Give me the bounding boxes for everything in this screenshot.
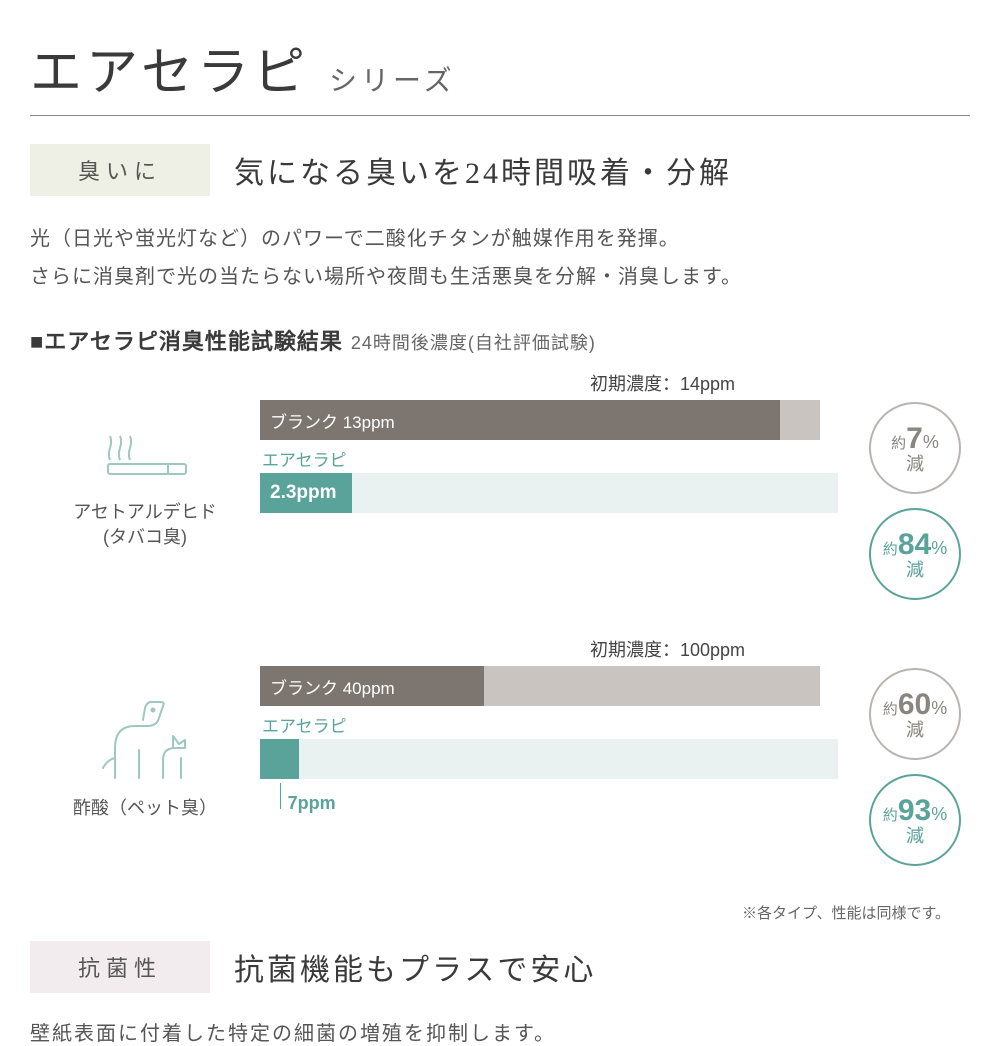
chart-row: 酢酸（ペット臭）ブランク 40ppmエアセラピ 7ppm約60%減約93%減 (30, 666, 970, 866)
body-line-1: 光（日光や蛍光灯など）のパワーで二酸化チタンが触媒作用を発揮。 (30, 220, 970, 258)
badge-top-row: 約93% (883, 794, 947, 827)
chart-group-acetaldehyde: 初期濃度：14ppm アセトアルデヒド(タバコ臭) ブランク 13ppm エアセラピ… (30, 370, 970, 600)
reduction-badge-gray: 約60%減 (869, 668, 961, 760)
tag-odor: 臭いに (30, 144, 210, 196)
icon-column: 酢酸（ペット臭） (30, 666, 260, 821)
tag-antibacterial: 抗菌性 (30, 941, 210, 993)
blank-bar-track: ブランク 40ppm (260, 666, 820, 706)
section-odor-body: 光（日光や蛍光灯など）のパワーで二酸化チタンが触媒作用を発揮。 さらに消臭剤で光… (30, 220, 970, 296)
callout-line (280, 783, 281, 809)
body-line-2: さらに消臭剤で光の当たらない場所や夜間も生活悪臭を分解・消臭します。 (30, 258, 970, 296)
chart-group-acetic: 初期濃度：100ppm 酢酸（ペット臭） ブランク 40ppm エアセラピ 7ppm… (30, 636, 970, 866)
bars-column: ブランク 13ppm エアセラピ2.3ppm (260, 400, 860, 519)
badges-column: 約7%減約84%減 (860, 400, 970, 600)
badge-top-row: 約84% (883, 528, 947, 561)
reduction-badge-gray: 約7%減 (869, 402, 961, 494)
page-title: エアセラピ (30, 30, 309, 105)
product-value-callout: 7ppm (260, 785, 860, 815)
chart-footnote: ※各タイプ、性能は同様です。 (30, 902, 950, 923)
substance-label: 酢酸（ペット臭） (73, 796, 217, 821)
product-value-text: 7ppm (288, 793, 336, 814)
chart-title-row: ■エアセラピ消臭性能試験結果 24時間後濃度(自社評価試験) (30, 324, 970, 356)
chart-row: アセトアルデヒド(タバコ臭)ブランク 13ppmエアセラピ2.3ppm約7%減約… (30, 400, 970, 600)
section-antibac-body: 壁紙表面に付着した特定の細菌の増殖を抑制します。 (30, 1017, 970, 1046)
chart-title-prefix: ■ (30, 329, 44, 354)
initial-concentration-label: 初期濃度：100ppm (590, 636, 970, 662)
section-odor-header: 臭いに 気になる臭いを24時間吸着・分解 (30, 144, 970, 196)
reduction-badge-teal: 約93%減 (869, 774, 961, 866)
pet-icon (85, 686, 205, 786)
chart-title-text: エアセラピ消臭性能試験結果 (44, 329, 343, 354)
blank-bar-fill: ブランク 13ppm (260, 400, 780, 440)
badge-gen: 減 (906, 561, 924, 581)
badge-top-row: 約7% (891, 422, 939, 455)
badge-top-row: 約60% (883, 688, 947, 721)
headline-antibacterial: 抗菌機能もプラスで安心 (234, 945, 596, 989)
product-bar-track (260, 739, 820, 779)
product-bar-track: 2.3ppm (260, 473, 820, 513)
substance-label: アセトアルデヒド(タバコ臭) (73, 500, 216, 550)
icon-column: アセトアルデヒド(タバコ臭) (30, 400, 260, 550)
bars-column: ブランク 40ppm エアセラピ 7ppm (260, 666, 860, 815)
product-bar-fill (260, 739, 299, 779)
product-value-text: 2.3ppm (260, 473, 337, 513)
chart-title: ■エアセラピ消臭性能試験結果 (30, 324, 343, 356)
page-subtitle: シリーズ (329, 59, 456, 99)
badge-gen: 減 (906, 827, 924, 847)
blank-bar-fill: ブランク 40ppm (260, 666, 484, 706)
reduction-arrow (299, 739, 838, 779)
title-divider (30, 115, 970, 116)
chart-groups: 初期濃度：14ppm アセトアルデヒド(タバコ臭) ブランク 13ppm エアセラピ… (30, 370, 970, 866)
page-title-row: エアセラピ シリーズ (30, 30, 970, 105)
cigarette-icon (90, 420, 200, 490)
section-antibac-header: 抗菌性 抗菌機能もプラスで安心 (30, 941, 970, 993)
product-bar-label: エアセラピ (260, 712, 860, 737)
chart-subtitle: 24時間後濃度(自社評価試験) (351, 329, 596, 355)
badge-gen: 減 (906, 455, 924, 475)
reduction-badge-teal: 約84%減 (869, 508, 961, 600)
blank-bar-track: ブランク 13ppm (260, 400, 820, 440)
headline-odor: 気になる臭いを24時間吸着・分解 (234, 148, 732, 192)
badges-column: 約60%減約93%減 (860, 666, 970, 866)
product-bar-label: エアセラピ (260, 446, 860, 471)
badge-gen: 減 (906, 721, 924, 741)
reduction-arrow (352, 473, 838, 513)
initial-concentration-label: 初期濃度：14ppm (590, 370, 970, 396)
